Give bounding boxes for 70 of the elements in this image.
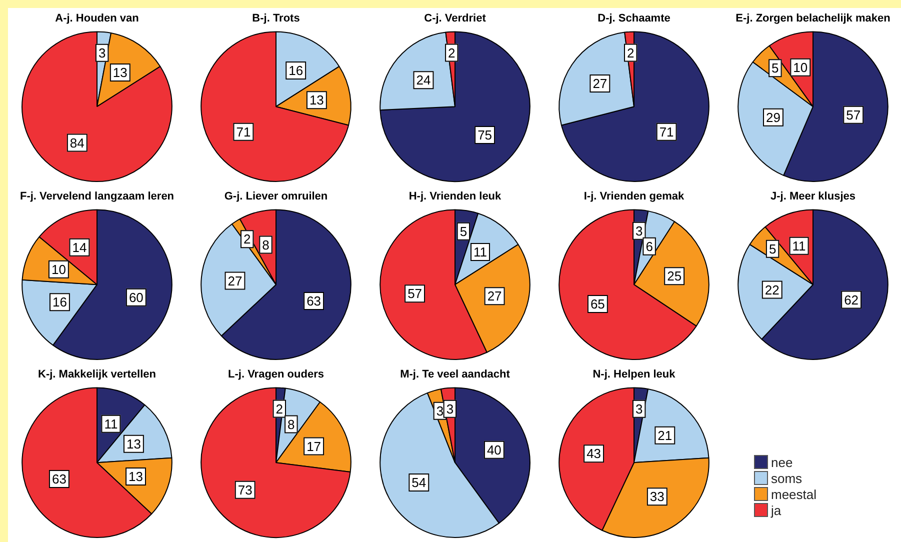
data-label: 2 (276, 401, 284, 416)
chart-title: I-j. Vrienden gemak (584, 190, 686, 203)
data-label: 2 (448, 45, 456, 60)
data-label: 17 (306, 438, 322, 454)
data-label: 71 (236, 124, 251, 140)
data-label: 24 (416, 72, 431, 88)
data-label: 57 (408, 286, 422, 302)
chart-title: F-j. Vervelend langzaam leren (20, 190, 174, 203)
data-label: 63 (306, 294, 322, 309)
data-label: 3 (635, 401, 643, 416)
chart-title: A-j. Houden van (55, 12, 140, 25)
data-label: 65 (590, 296, 605, 312)
data-label: 62 (844, 292, 859, 308)
data-label: 2 (243, 232, 251, 247)
chart-title: D-j. Schaamte (598, 12, 670, 25)
chart-title: J-j. Meer klusjes (770, 190, 856, 203)
data-label: 29 (766, 110, 780, 125)
legend-label: soms (771, 470, 802, 486)
data-label: 2 (626, 45, 634, 60)
data-label: 5 (460, 224, 468, 239)
data-label: 3 (98, 45, 106, 60)
data-label: 11 (104, 416, 118, 432)
chart-title: C-j. Verdriet (424, 12, 486, 25)
chart-title: H-j. Vrienden leuk (408, 190, 502, 203)
chart-title: G-j. Liever omruilen (224, 190, 328, 203)
data-label: 13 (126, 436, 141, 452)
data-label: 8 (262, 237, 270, 252)
data-label: 8 (288, 416, 295, 432)
data-label: 27 (228, 273, 242, 288)
data-label: 27 (592, 76, 608, 92)
data-label: 54 (412, 475, 426, 490)
data-label: 6 (646, 238, 653, 254)
legend-label: ja (771, 502, 782, 518)
data-label: 84 (70, 135, 84, 150)
data-label: 63 (52, 472, 66, 487)
data-label: 11 (792, 238, 806, 254)
data-label: 73 (238, 482, 252, 498)
data-label: 5 (772, 60, 779, 76)
data-label: 10 (793, 60, 808, 75)
chart-title: N-j. Helpen leuk (592, 368, 676, 381)
data-label: 25 (667, 268, 682, 284)
data-label: 3 (436, 403, 444, 418)
legend-label: meestal (771, 486, 817, 502)
data-label: 16 (52, 294, 67, 310)
data-label: 75 (478, 128, 492, 143)
data-label: 10 (51, 262, 66, 278)
chart-title: E-j. Zorgen belachelijk maken (736, 12, 891, 25)
data-label: 13 (128, 469, 143, 484)
data-label: 43 (586, 446, 602, 462)
data-label: 14 (72, 240, 87, 255)
chart-title: B-j. Trots (252, 12, 300, 25)
data-label: 60 (128, 290, 144, 305)
data-label: 21 (658, 428, 672, 443)
data-label: 71 (659, 124, 674, 140)
data-label: 40 (486, 442, 502, 458)
data-label: 5 (768, 242, 776, 257)
data-label: 57 (846, 107, 861, 122)
chart-title: K-j. Makkelijk vertellen (38, 368, 156, 381)
data-label: 13 (112, 65, 128, 80)
data-label: 16 (288, 63, 304, 78)
data-label: 33 (650, 489, 664, 504)
data-label: 13 (309, 92, 324, 108)
data-label: 22 (764, 282, 780, 298)
data-label: 11 (474, 244, 487, 260)
data-label: 3 (446, 401, 454, 416)
data-label: 3 (636, 223, 643, 238)
chart-title: M-j. Te veel aandacht (400, 368, 510, 381)
data-label: 27 (487, 288, 502, 304)
legend-label: nee (771, 454, 793, 470)
chart-title: L-j. Vragen ouders (228, 368, 324, 381)
